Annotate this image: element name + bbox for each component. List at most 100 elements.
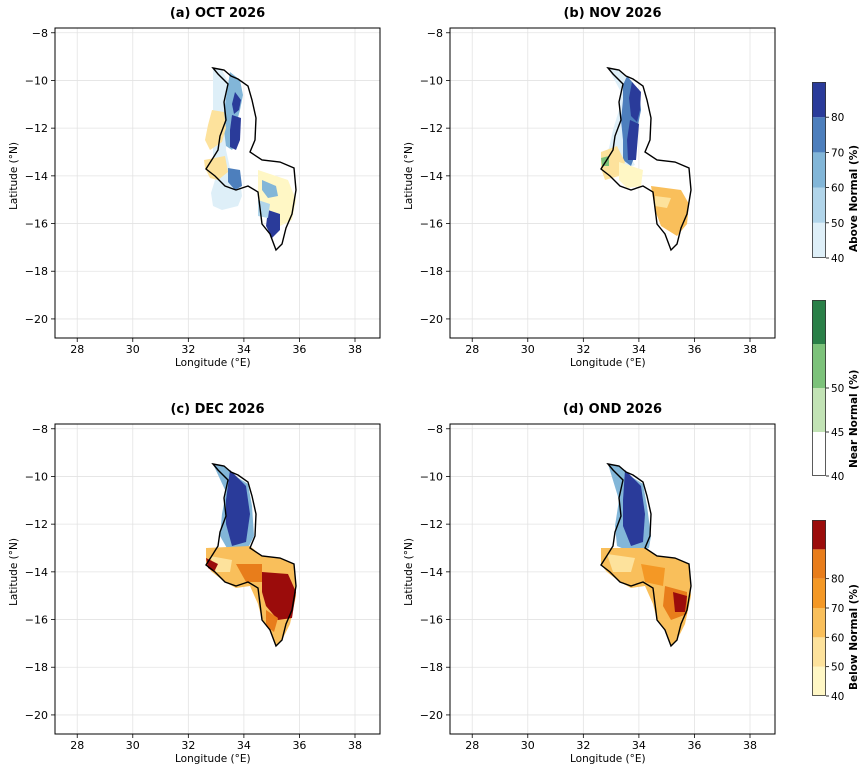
colorbar-border [812,300,826,476]
x-tick-label: 30 [521,739,535,752]
axes-frame: 28 30 32 34 36 38 −8 −10 −12 −14 −16 −18 −20 [420,423,776,752]
colorbar-tick-label: 50 [831,662,844,674]
y-tick-label: −18 [420,661,443,674]
colorbar-segment [812,344,826,388]
colorbar-border [812,520,826,696]
y-tick-label: −10 [420,470,443,483]
colorbar-title: Above Normal (%) [848,144,860,252]
axes-frame: 28 30 32 34 36 38 −8 −10 −12 −14 −16 −18 −20 [420,27,776,356]
panel-oct: (a) OCT 2026 28 30 32 34 36 38 −8 −10 −12 −14 −16 −… [0,0,390,385]
colorbar-segment [812,666,826,696]
y-tick-label: −16 [25,614,48,627]
y-tick-label: −8 [32,27,48,40]
colorbar-tick-label: 40 [831,471,844,480]
x-tick-label: 32 [181,343,195,356]
colorbar-above-normal: 40 50 60 70 80 Above Normal (%) [812,82,862,262]
colorbar-tick-label: 40 [831,253,844,262]
axes-frame: 28 30 32 34 36 38 −8 −10 −12 −14 −16 −18 −20 [25,423,381,752]
x-tick-label: 36 [292,739,306,752]
x-tick-label: 30 [126,343,140,356]
y-axis-label: Latitude (°N) [7,538,20,606]
y-tick-label: −14 [25,170,48,183]
colorbar-title: Near Normal (%) [848,369,860,468]
x-tick-label: 32 [576,739,590,752]
colorbar-tick-label: 80 [831,574,844,586]
colorbar-tick-label: 45 [831,427,844,439]
colorbar-segment [812,187,826,223]
panel-nov: (b) NOV 2026 28 30 32 34 36 38 −8 −10 −12 −14 −16 −… [395,0,785,385]
x-axis-label: Longitude (°E) [175,357,251,369]
x-tick-label: 36 [687,343,701,356]
map-plot-dec: 28 30 32 34 36 38 −8 −10 −12 −14 −16 −18 −20 [25,423,381,752]
x-axis-label: Longitude (°E) [570,753,646,765]
colorbar-near-normal-svg: 40 45 50 [812,300,844,480]
panel-title: (a) OCT 2026 [169,6,266,21]
colorbar-tick-label: 60 [831,632,844,644]
forecast-shading [601,68,689,236]
x-tick-label: 38 [743,739,757,752]
colorbar-tick-label: 70 [831,147,844,159]
x-tick-label: 28 [465,343,479,356]
y-tick-label: −20 [420,313,443,326]
y-tick-label: −8 [427,423,443,436]
x-tick-label: 30 [521,343,535,356]
colorbar-tick-label: 70 [831,603,844,615]
y-tick-label: −16 [420,218,443,231]
colorbar-tick-label: 50 [831,383,844,395]
x-tick-label: 38 [743,343,757,356]
x-tick-label: 34 [632,343,646,356]
colorbar-segment [812,637,826,667]
colorbar-segment [812,432,826,476]
y-tick-label: −8 [32,423,48,436]
y-tick-label: −12 [420,518,443,531]
panel-title: (c) DEC 2026 [170,402,265,417]
colorbar-segment [812,82,826,118]
y-tick-label: −10 [25,470,48,483]
y-axis-label: Latitude (°N) [7,142,20,210]
y-tick-label: −12 [25,518,48,531]
colorbar-segment [812,222,826,258]
colorbar-tick-label: 40 [831,691,844,700]
y-tick-label: −16 [420,614,443,627]
forecast-shading [204,68,296,238]
y-tick-label: −18 [420,265,443,278]
axes-border [54,423,381,735]
y-tick-label: −18 [25,265,48,278]
colorbar-segment [812,300,826,344]
panel-title: (b) NOV 2026 [563,6,662,21]
x-tick-label: 34 [237,343,251,356]
colorbar-segment [812,388,826,432]
forecast-shading [206,464,296,646]
malawi-outline [600,66,692,252]
panel-title: (d) OND 2026 [562,402,663,417]
colorbar-title: Below Normal (%) [848,584,860,690]
colorbar-segment [812,520,826,550]
axes-border [54,27,381,339]
colorbar-segment [812,117,826,153]
y-tick-label: −20 [25,313,48,326]
panel-ond: (d) OND 2026 28 30 32 34 36 38 −8 −10 −12 −14 −16 −… [395,396,785,770]
y-tick-label: −14 [420,566,443,579]
y-tick-label: −16 [25,218,48,231]
y-tick-label: −10 [420,74,443,87]
map-plot-ond: 28 30 32 34 36 38 −8 −10 −12 −14 −16 −18 −20 [420,423,776,752]
y-axis-label: Latitude (°N) [402,142,415,210]
y-tick-label: −18 [25,661,48,674]
y-tick-label: −12 [25,122,48,135]
malawi-outline [205,66,297,252]
y-tick-label: −14 [25,566,48,579]
x-tick-label: 32 [576,343,590,356]
colorbar-above-normal-svg: 40 50 60 70 80 [812,82,844,262]
map-plot-oct: 28 30 32 34 36 38 −8 −10 −12 −14 −16 −18 −20 [25,27,381,356]
colorbar-below-normal-svg: 40 50 60 70 80 [812,520,844,700]
x-tick-label: 28 [465,739,479,752]
y-tick-label: −10 [25,74,48,87]
y-tick-label: −8 [427,27,443,40]
colorbar-tick-label: 60 [831,183,844,195]
colorbar-segment [812,608,826,638]
y-tick-label: −20 [420,709,443,722]
colorbar-segment [812,578,826,608]
axes-border [449,423,776,735]
colorbar-border [812,82,826,258]
x-tick-label: 28 [70,739,84,752]
